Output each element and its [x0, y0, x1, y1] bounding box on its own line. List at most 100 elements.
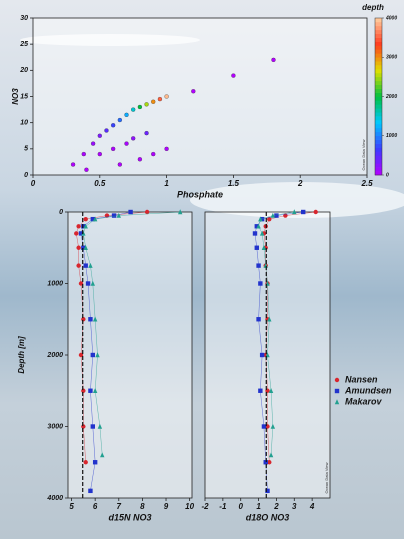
watermark: Ocean Data View [361, 139, 366, 170]
x-tick-label: -1 [219, 502, 227, 511]
data-point [78, 231, 84, 236]
colorbar-swatch [375, 84, 382, 89]
colorbar-swatch [375, 45, 382, 50]
data-point [76, 263, 81, 268]
data-point [259, 216, 265, 222]
x-tick-label: 6 [93, 502, 98, 511]
data-point [144, 130, 149, 136]
colorbar-tick-label: 3000 [386, 55, 397, 61]
colorbar-swatch [375, 65, 382, 70]
data-point [92, 216, 98, 222]
x-tick-label: 2 [297, 179, 303, 188]
data-point [90, 141, 96, 146]
colorbar-swatch [375, 147, 382, 152]
data-point [85, 281, 91, 286]
data-point [90, 280, 95, 286]
data-point [97, 151, 102, 157]
data-point [292, 209, 297, 215]
data-point [131, 107, 136, 112]
data-point [111, 123, 116, 128]
data-point [144, 102, 149, 107]
y-axis-label: Depth [m] [17, 336, 26, 374]
y-tick-label: 4000 [46, 495, 63, 502]
watermark: Ocean Data View [324, 462, 329, 493]
x-tick-label: 0 [31, 179, 36, 188]
x-axis-label: d18O NO3 [246, 512, 290, 522]
colorbar-swatch [375, 143, 382, 148]
data-point [111, 146, 116, 151]
colorbar-swatch [375, 72, 382, 78]
data-point [78, 281, 84, 286]
data-point [261, 245, 267, 250]
colorbar-swatch [375, 33, 382, 38]
data-point [81, 230, 86, 236]
data-point [124, 141, 129, 146]
legend-marker [334, 377, 340, 383]
data-point [258, 388, 263, 393]
y-tick-label: 20 [19, 67, 28, 74]
data-point [259, 352, 265, 358]
data-point [151, 151, 156, 157]
data-point [265, 488, 270, 494]
colorbar-swatch [375, 163, 382, 168]
colorbar-swatch [375, 18, 382, 23]
colorbar-swatch [375, 159, 382, 164]
data-point [137, 157, 143, 162]
data-point [84, 167, 89, 172]
data-point [267, 460, 272, 465]
data-point [270, 423, 276, 429]
data-point [256, 317, 261, 322]
data-point [81, 424, 86, 429]
data-point [76, 245, 81, 250]
data-point [90, 216, 95, 222]
data-point [268, 388, 274, 393]
y-tick-label: 3000 [47, 423, 63, 430]
x-axis-label: d15N NO3 [108, 512, 151, 522]
data-point [90, 352, 95, 358]
data-point [111, 213, 117, 218]
data-point [263, 460, 268, 465]
data-point [81, 224, 86, 229]
colorbar-swatch [375, 123, 382, 129]
y-tick-label: 30 [20, 15, 28, 22]
y-tick-label: 2000 [46, 352, 63, 359]
colorbar-swatch [375, 100, 382, 105]
data-point [97, 423, 103, 429]
data-point [90, 424, 95, 429]
data-point [97, 133, 102, 138]
x-tick-label: 10 [185, 502, 194, 511]
data-point [267, 316, 272, 322]
data-point [70, 162, 76, 167]
data-point [124, 112, 129, 117]
x-tick-label: 5 [69, 502, 74, 511]
data-point [164, 146, 169, 151]
data-point [104, 128, 109, 133]
data-point [256, 263, 261, 268]
data-point [128, 209, 133, 215]
colorbar-swatch [375, 171, 382, 176]
colorbar-swatch [375, 139, 382, 144]
x-tick-label: 0 [238, 502, 243, 511]
data-point [271, 57, 276, 63]
y-tick-label: 10 [20, 120, 28, 127]
colorbar-swatch [375, 21, 382, 27]
x-tick-label: -2 [201, 502, 209, 511]
y-tick-label: 25 [19, 41, 28, 48]
data-point [117, 162, 122, 167]
y-tick-label: 1000 [47, 280, 63, 287]
data-point [92, 388, 98, 393]
colorbar-swatch [375, 88, 382, 93]
data-point [83, 223, 88, 229]
colorbar-swatch [375, 96, 382, 101]
colorbar-swatch [375, 76, 382, 82]
data-point [88, 488, 93, 494]
data-point [81, 388, 86, 393]
data-point [137, 104, 143, 110]
colorbar-swatch [375, 112, 382, 117]
data-point [78, 352, 84, 358]
data-point [258, 281, 263, 286]
data-point [76, 224, 81, 229]
data-point [83, 263, 88, 268]
colorbar-swatch [375, 131, 382, 137]
